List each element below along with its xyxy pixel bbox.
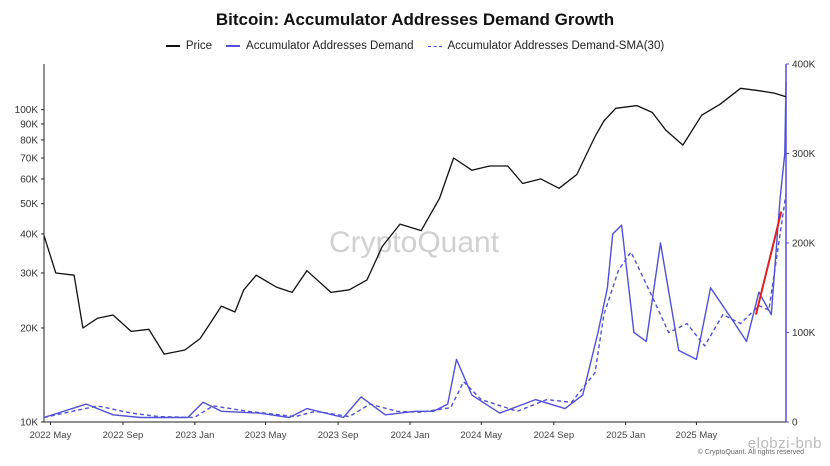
trend-arrow xyxy=(754,211,783,315)
x-tick-label: 2025 Jan xyxy=(606,430,645,441)
chart-legend: Price Accumulator Addresses Demand Accum… xyxy=(0,40,830,52)
left-tick-label: 50K xyxy=(20,199,38,210)
left-tick-label: 90K xyxy=(20,119,38,130)
legend-swatch-demand xyxy=(226,45,241,47)
left-tick-label: 10K xyxy=(20,418,38,429)
x-tick-label: 2022 Sep xyxy=(103,430,144,441)
legend-item-demand[interactable]: Accumulator Addresses Demand xyxy=(226,40,414,52)
left-tick-label: 30K xyxy=(20,268,38,279)
x-tick-label: 2024 May xyxy=(460,430,502,441)
x-tick-label: 2023 May xyxy=(245,430,287,441)
legend-swatch-price xyxy=(165,45,180,47)
series-line-demand-sma xyxy=(43,193,787,419)
right-tick-label: 400K xyxy=(792,60,816,71)
x-tick-label: 2024 Sep xyxy=(533,430,574,441)
x-tick-label: 2024 Jan xyxy=(390,430,429,441)
left-tick-label: 70K xyxy=(20,154,38,165)
legend-label-demand-sma: Accumulator Addresses Demand-SMA(30) xyxy=(447,40,665,52)
right-tick-label: 300K xyxy=(792,149,816,160)
series-line-price xyxy=(43,87,787,355)
chart-title: Bitcoin: Accumulator Addresses Demand Gr… xyxy=(215,10,615,29)
x-tick-label: 2022 May xyxy=(30,430,72,441)
right-tick-label: 0 xyxy=(792,418,798,429)
x-tick-label: 2025 May xyxy=(676,430,718,441)
corner-watermark: elobzi-bnb xyxy=(747,435,822,452)
footer-copyright: © CryptoQuant. All rights reserved xyxy=(697,449,804,456)
legend-label-demand: Accumulator Addresses Demand xyxy=(246,40,414,52)
right-tick-label: 100K xyxy=(792,328,816,339)
left-tick-label: 40K xyxy=(20,229,38,240)
x-tick-label: 2023 Sep xyxy=(318,430,359,441)
legend-label-price: Price xyxy=(185,40,213,52)
left-tick-label: 20K xyxy=(20,323,38,334)
legend-item-demand-sma[interactable]: Accumulator Addresses Demand-SMA(30) xyxy=(427,40,665,52)
legend-swatch-demand-sma xyxy=(427,45,442,47)
right-tick-label: 200K xyxy=(792,239,816,250)
x-tick-label: 2023 Jan xyxy=(175,430,214,441)
left-tick-label: 100K xyxy=(15,105,39,116)
left-tick-label: 60K xyxy=(20,174,38,185)
left-tick-label: 80K xyxy=(20,135,38,146)
series-line-demand xyxy=(43,81,787,419)
legend-item-price[interactable]: Price xyxy=(165,40,213,52)
watermark-text: CryptoQuant xyxy=(329,226,500,259)
